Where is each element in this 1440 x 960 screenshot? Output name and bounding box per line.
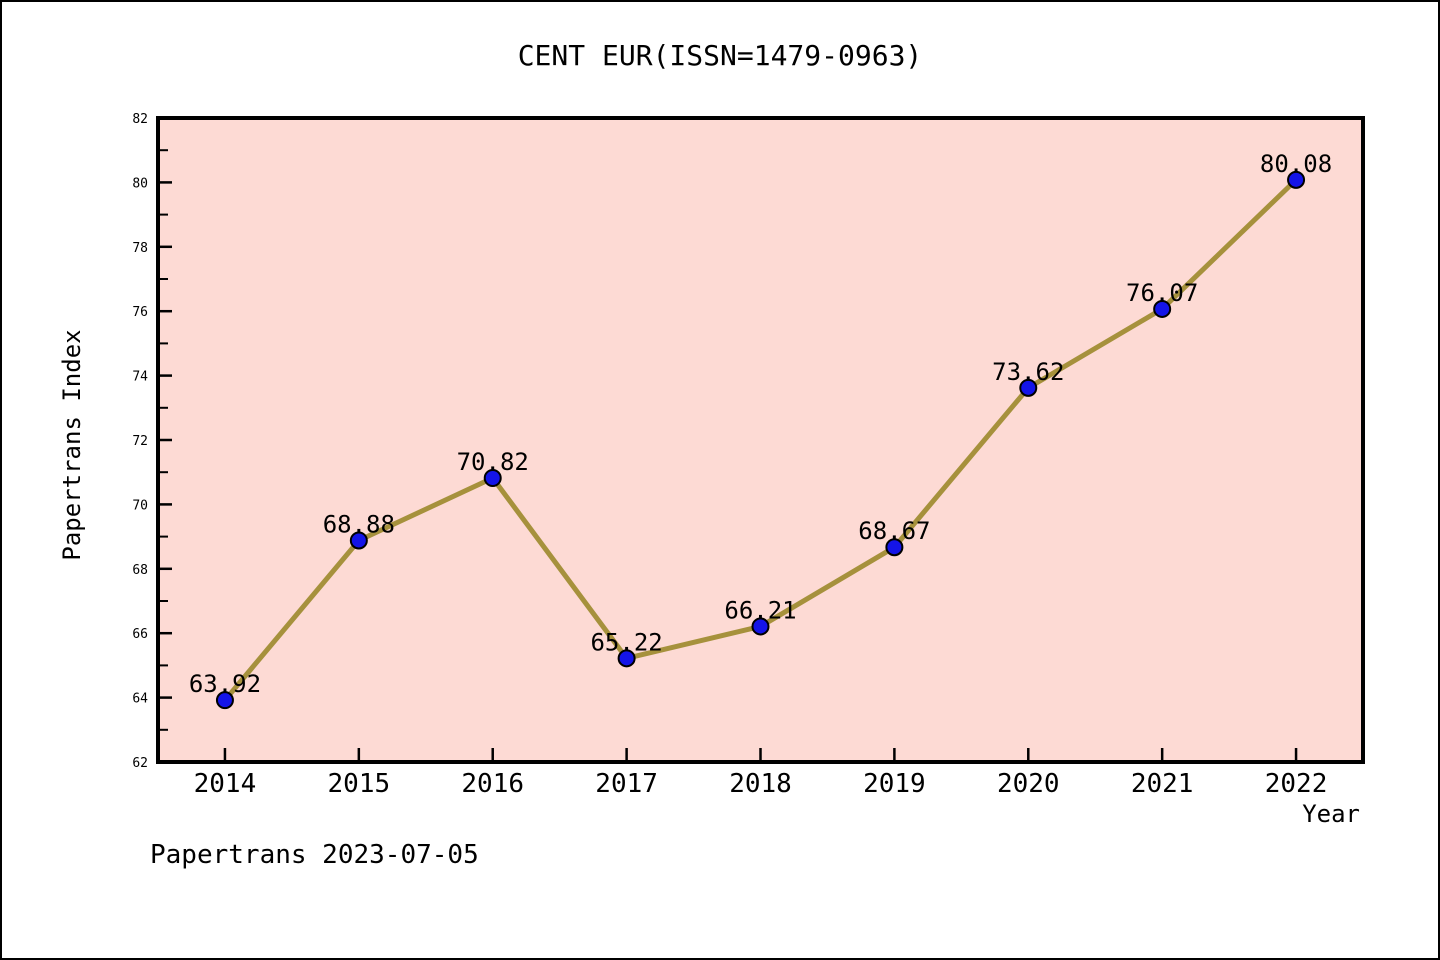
data-series: 63.9268.8870.8265.2266.2168.6773.6276.07… xyxy=(189,150,1332,710)
data-point-marker xyxy=(885,538,904,557)
data-point-marker xyxy=(1019,378,1038,397)
data-point-marker xyxy=(1287,170,1306,189)
x-tick-label: 2015 xyxy=(328,769,391,799)
y-tick-label: 70 xyxy=(132,498,148,513)
chart-title: CENT EUR(ISSN=1479-0963) xyxy=(518,39,923,72)
y-tick-label: 82 xyxy=(132,112,148,127)
x-axis-title: Year xyxy=(1302,800,1360,828)
y-tick-label: 64 xyxy=(132,692,148,707)
data-point-marker xyxy=(751,617,770,636)
x-tick-label: 2020 xyxy=(997,769,1060,799)
y-tick-label: 80 xyxy=(132,176,148,191)
y-tick-label: 76 xyxy=(132,305,148,320)
footer-watermark: Papertrans 2023-07-05 xyxy=(150,840,479,870)
x-tick-label: 2021 xyxy=(1131,769,1194,799)
x-tick-label: 2019 xyxy=(863,769,926,799)
y-tick-label: 68 xyxy=(132,563,148,578)
data-point-marker xyxy=(617,649,636,668)
x-tick-label: 2014 xyxy=(194,769,257,799)
x-tick-label: 2018 xyxy=(729,769,792,799)
y-tick-label: 62 xyxy=(132,756,148,771)
y-tick-label: 78 xyxy=(132,241,148,256)
y-axis-ticks: 62 64 66 68 70 72 74 76 78 80 82 xyxy=(132,112,172,771)
x-tick-label: 2022 xyxy=(1265,769,1328,799)
y-axis-title: Papertrans Index xyxy=(58,329,86,560)
plot-area xyxy=(156,116,1365,764)
y-tick-label: 72 xyxy=(132,434,148,449)
data-point-marker xyxy=(1153,299,1172,318)
x-tick-label: 2016 xyxy=(461,769,524,799)
x-tick-label: 2017 xyxy=(595,769,658,799)
data-point-marker xyxy=(483,468,502,487)
data-point-marker xyxy=(215,691,234,710)
y-tick-label: 74 xyxy=(132,370,148,385)
y-tick-label: 66 xyxy=(132,627,148,642)
data-point-marker xyxy=(349,531,368,550)
x-axis-ticks: 2014 2015 2016 2017 2018 2019 2020 2021 2022 xyxy=(194,748,1328,799)
